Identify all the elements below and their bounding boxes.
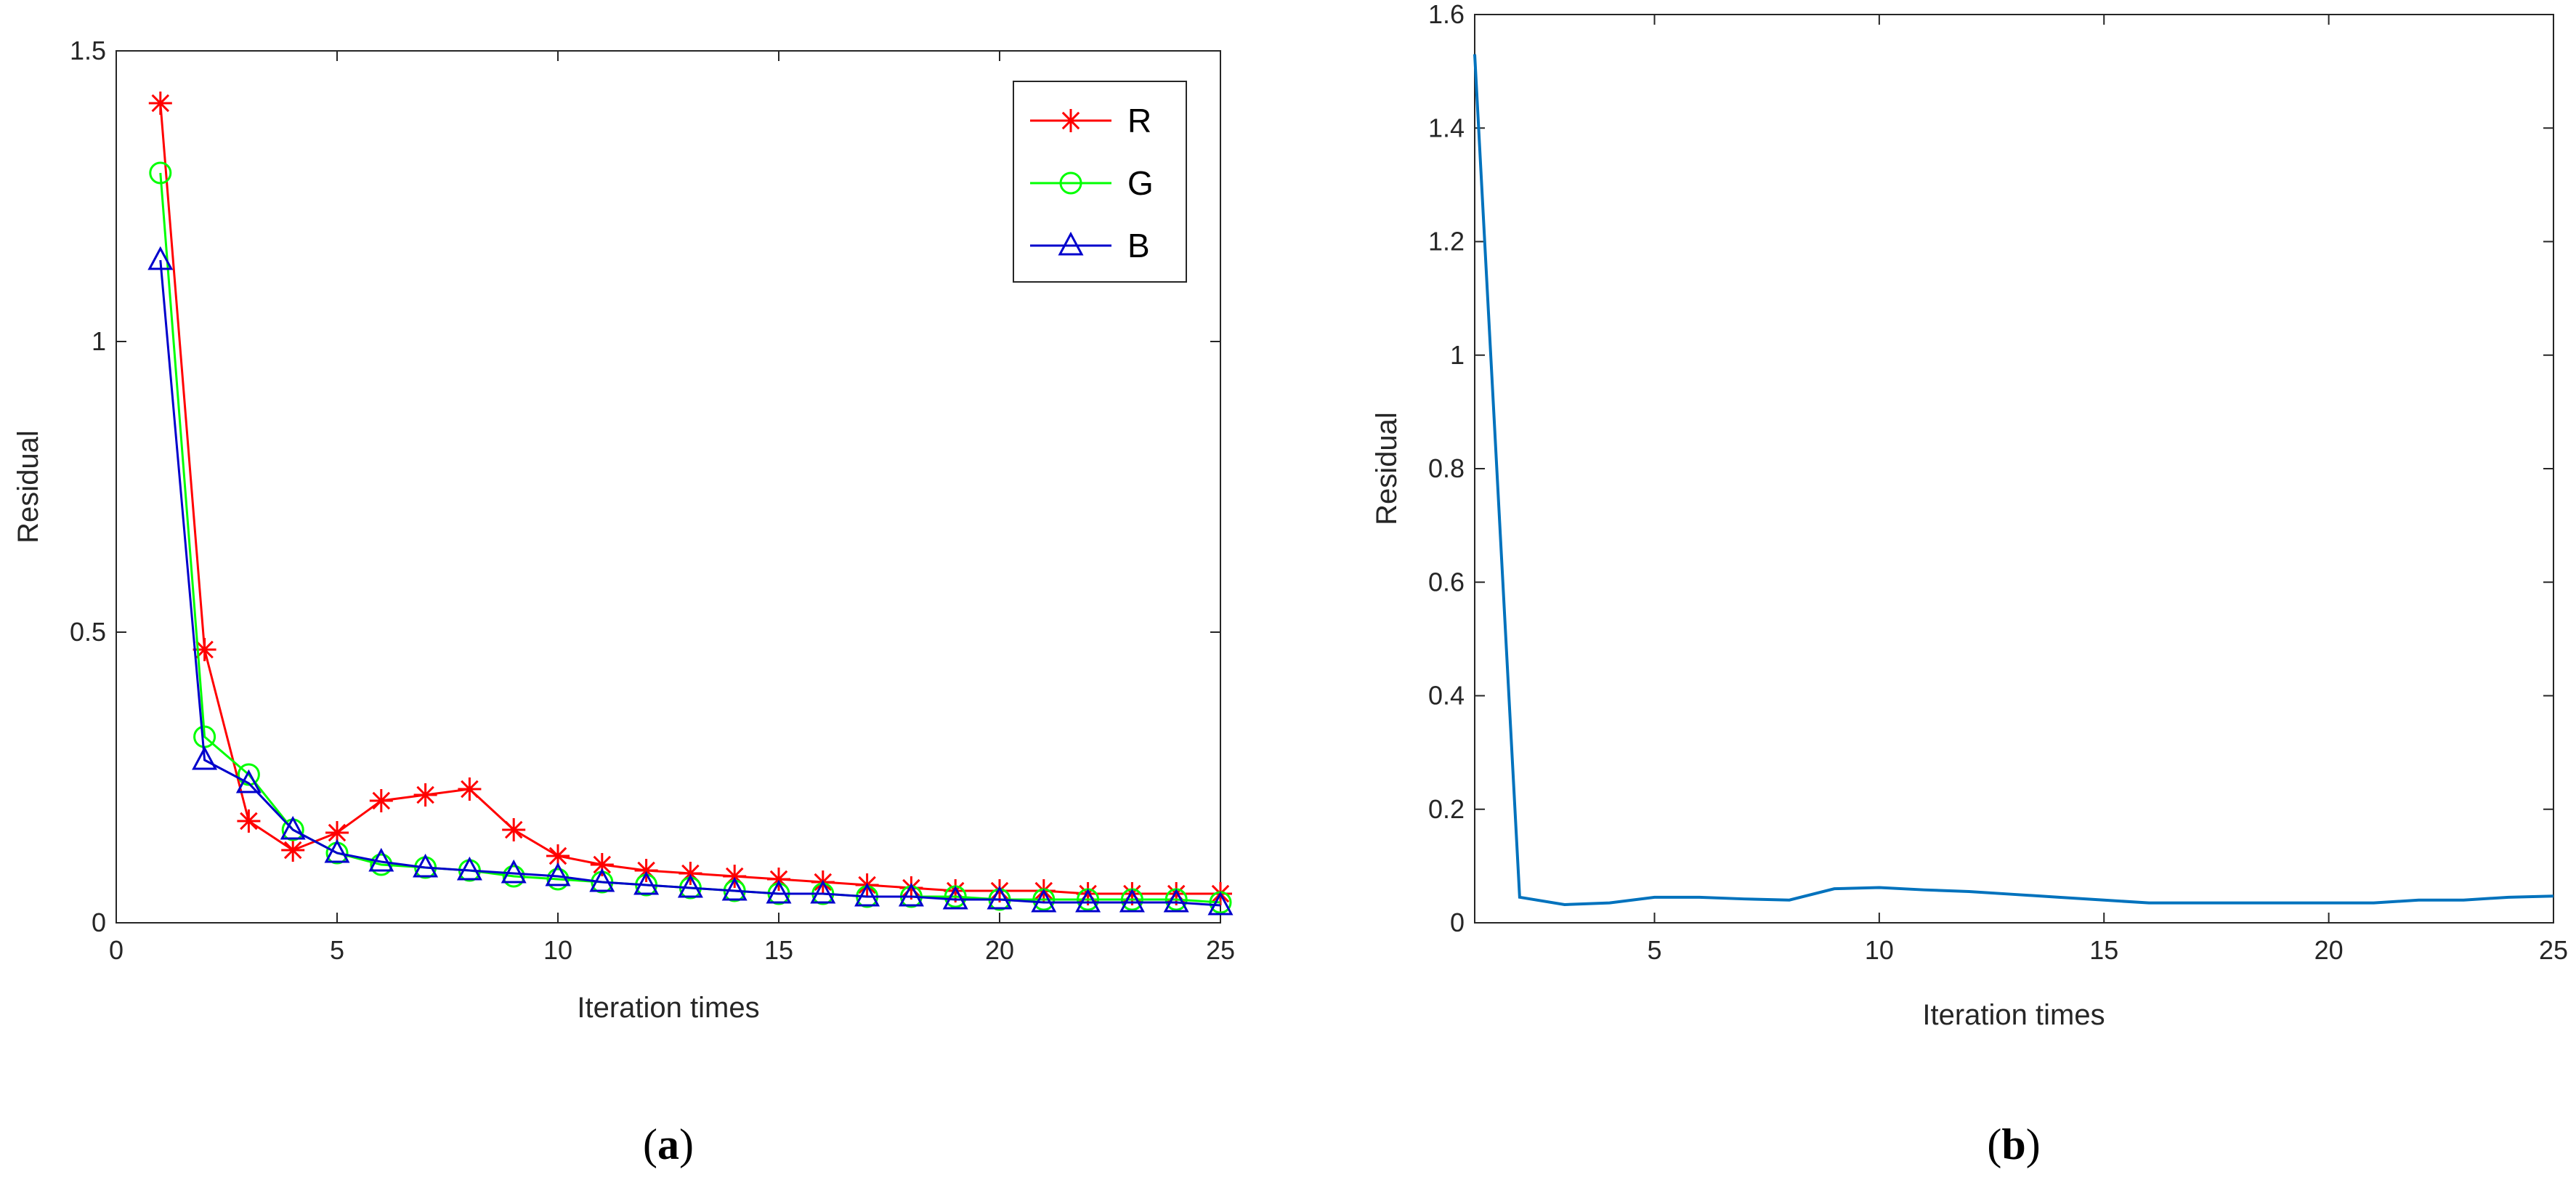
- x-axis-label-b: Iteration times: [1922, 999, 2105, 1031]
- plot-area-b: [1474, 14, 2554, 924]
- data-point: [237, 809, 261, 833]
- data-point: [766, 879, 792, 904]
- data-point: [147, 246, 174, 270]
- y-tick-label: 0: [1450, 908, 1465, 937]
- legend-marker: [1058, 231, 1084, 256]
- panel-b: 5 10 15 20 25 0 0.2 0.4 0.6 0.8 1 1.2 1.4 1.6 Iterat…: [1371, 0, 2568, 1168]
- data-point: [633, 870, 660, 895]
- data-point: [1031, 888, 1057, 913]
- legend-label: B: [1127, 227, 1150, 264]
- x-tick-label: 15: [764, 935, 793, 965]
- series-line: [159, 259, 1221, 907]
- series-line: [1473, 54, 2554, 907]
- data-point: [721, 876, 748, 901]
- panel-a: 0 5 10 15 20 25 0 0.5 1 1.5 Iteration times Resi…: [12, 36, 1235, 1168]
- legend-marker: [1059, 171, 1082, 195]
- data-point: [898, 882, 924, 907]
- y-tick-label: 0.2: [1428, 794, 1465, 824]
- data-point: [369, 789, 393, 812]
- legend-item: R: [1030, 102, 1151, 140]
- x-tick-label: 0: [109, 935, 123, 965]
- data-point: [458, 777, 482, 801]
- data-point: [280, 815, 306, 840]
- y-tick-label: 1.2: [1428, 227, 1465, 256]
- data-point: [987, 885, 1013, 910]
- y-tick-label: 1.4: [1428, 113, 1465, 142]
- data-point: [368, 847, 394, 872]
- x-tick-label: 10: [543, 935, 572, 965]
- caption-a: (a): [643, 1120, 694, 1168]
- data-point: [854, 882, 880, 907]
- data-point: [370, 853, 393, 876]
- data-point: [546, 868, 570, 891]
- data-point: [1207, 891, 1234, 916]
- data-point: [281, 839, 305, 862]
- data-point: [324, 839, 350, 863]
- y-tick-label: 1: [1450, 340, 1465, 370]
- data-point: [502, 818, 526, 841]
- y-axis-label-b: Residual: [1371, 412, 1403, 525]
- data-point: [590, 853, 614, 876]
- data-point: [1119, 888, 1145, 913]
- legend-a: RGB: [1013, 81, 1187, 283]
- caption-b: (b): [1987, 1120, 2040, 1168]
- legend-item: G: [1030, 164, 1154, 202]
- caption-a-letter: a: [657, 1120, 679, 1168]
- data-point: [1163, 888, 1189, 913]
- y-tick-label: 1.6: [1428, 0, 1465, 29]
- y-axis-label-a: Residual: [12, 430, 44, 544]
- data-point: [149, 161, 172, 185]
- legend-label: G: [1127, 164, 1154, 202]
- y-tick-label: 0.6: [1428, 567, 1465, 597]
- data-point: [413, 853, 439, 878]
- data-point: [502, 865, 525, 888]
- data-point: [589, 868, 615, 892]
- data-point: [810, 879, 836, 904]
- data-point: [235, 769, 262, 793]
- y-tick-label: 1.5: [70, 36, 106, 65]
- x-tick-label: 5: [330, 935, 344, 965]
- x-tick-label: 15: [2089, 935, 2118, 965]
- data-point: [501, 859, 527, 884]
- x-axis-label-a: Iteration times: [577, 992, 759, 1024]
- x-tick-label: 25: [2539, 935, 2568, 965]
- y-tick-label: 0.4: [1428, 681, 1465, 711]
- x-tick-label: 10: [1865, 935, 1894, 965]
- data-point: [942, 885, 968, 910]
- x-tick-label: 25: [1206, 935, 1235, 965]
- series-B: [147, 246, 1234, 916]
- data-point: [1075, 888, 1101, 913]
- legend-marker: [1059, 109, 1082, 132]
- x-tick-label: 20: [2314, 935, 2344, 965]
- data-point: [413, 783, 437, 807]
- series-line-0: [1473, 54, 2554, 907]
- y-tick-label: 0.8: [1428, 453, 1465, 483]
- caption-b-letter: b: [2001, 1120, 2025, 1168]
- data-point: [677, 873, 703, 898]
- legend-label: R: [1127, 102, 1151, 140]
- y-tick-label: 1: [92, 326, 106, 356]
- y-tick-label: 0.5: [70, 617, 106, 647]
- x-tick-label: 5: [1647, 935, 1661, 965]
- legend-item: B: [1030, 227, 1150, 264]
- data-point: [456, 856, 482, 881]
- data-point: [545, 862, 571, 886]
- x-tick-label: 20: [985, 935, 1014, 965]
- data-point: [148, 92, 172, 115]
- y-tick-label: 0: [92, 908, 106, 937]
- legend-box-a: [1013, 81, 1187, 283]
- data-point: [192, 745, 218, 770]
